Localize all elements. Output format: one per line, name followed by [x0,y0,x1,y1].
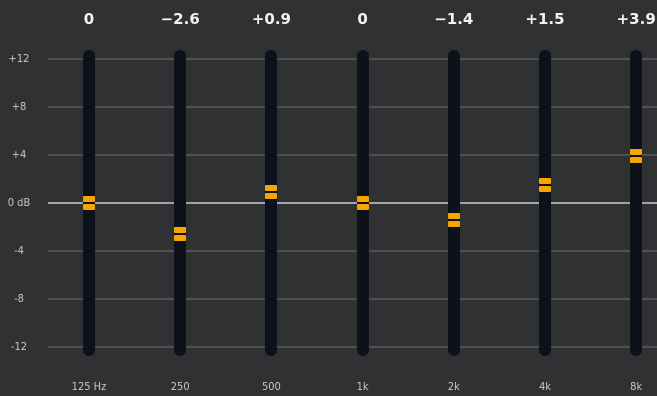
frequency-label: 8k [601,380,657,393]
gain-value-label: 0 [54,10,124,28]
thumb-grip [357,196,369,202]
grid-line [48,298,657,300]
y-axis-label: +4 [0,149,38,161]
gain-value-label: −2.6 [145,10,215,28]
slider-track-4k[interactable] [539,50,551,356]
y-axis-label: 0 dB [0,197,38,209]
gain-value-label: 0 [328,10,398,28]
grid-line [48,346,657,348]
thumb-grip [448,213,460,219]
thumb-grip [265,193,277,199]
frequency-label: 2k [419,380,489,393]
slider-track-8k[interactable] [630,50,642,356]
thumb-grip [539,186,551,192]
zero-db-line [48,202,657,204]
thumb-grip [448,221,460,227]
y-axis-label: -4 [0,245,38,257]
slider-track-2k[interactable] [448,50,460,356]
frequency-label: 1k [328,380,398,393]
thumb-grip [539,178,551,184]
slider-thumb[interactable] [539,176,551,194]
frequency-label: 125 Hz [54,380,124,393]
gain-value-label: +1.5 [510,10,580,28]
frequency-label: 4k [510,380,580,393]
y-axis-label: -12 [0,341,38,353]
thumb-grip [174,227,186,233]
grid-line [48,250,657,252]
grid-line [48,58,657,60]
frequency-label: 500 [236,380,306,393]
thumb-grip [83,204,95,210]
gain-value-label: +3.9 [601,10,657,28]
thumb-grip [174,235,186,241]
y-axis-label: -8 [0,293,38,305]
slider-thumb[interactable] [448,211,460,229]
thumb-grip [357,204,369,210]
thumb-grip [265,185,277,191]
slider-thumb[interactable] [630,147,642,165]
slider-track-500[interactable] [265,50,277,356]
frequency-label: 250 [145,380,215,393]
gain-value-label: +0.9 [236,10,306,28]
grid-line [48,154,657,156]
y-axis-label: +12 [0,53,38,65]
slider-thumb[interactable] [265,183,277,201]
slider-thumb[interactable] [357,194,369,212]
slider-track-250[interactable] [174,50,186,356]
slider-thumb[interactable] [174,225,186,243]
y-axis-label: +8 [0,101,38,113]
slider-thumb[interactable] [83,194,95,212]
thumb-grip [83,196,95,202]
gain-value-label: −1.4 [419,10,489,28]
thumb-grip [630,149,642,155]
grid-line [48,106,657,108]
thumb-grip [630,157,642,163]
